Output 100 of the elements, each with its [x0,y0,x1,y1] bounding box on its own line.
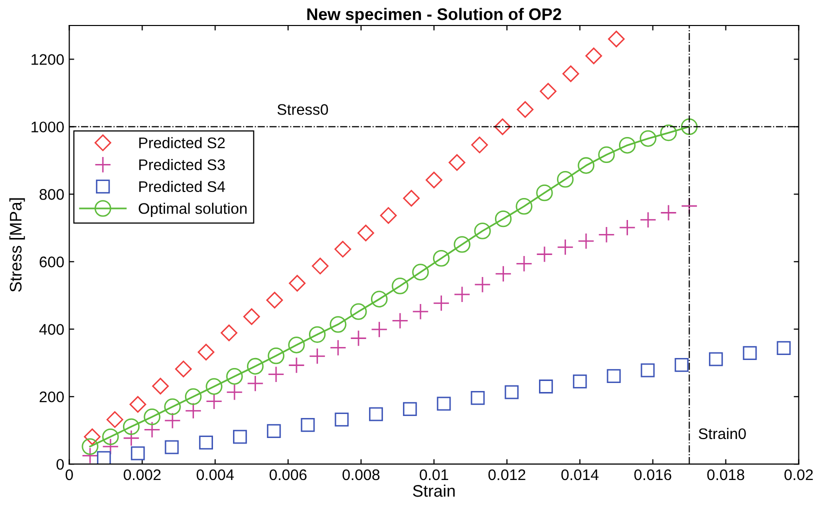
x-tick-label: 0 [66,469,73,480]
point [539,380,553,394]
point [122,418,140,435]
point [540,82,556,100]
point [164,398,181,416]
point [334,412,349,427]
point [144,421,160,438]
x-tick-label: 0.01 [420,469,448,480]
point [82,447,98,464]
point [556,238,574,256]
y-tick-label: 600 [40,256,64,268]
point [640,363,655,378]
point [392,312,408,330]
point [300,418,315,432]
point [226,384,243,401]
point [618,219,636,236]
point [674,358,689,372]
point [206,378,222,395]
legend-label: Predicted S2 [139,137,225,148]
point [350,330,367,347]
x-axis-title: Strain [412,484,455,497]
ref-line-label: Stress0 [277,104,328,115]
point [370,290,388,308]
point [144,408,160,426]
point [233,430,247,444]
ref-line-label: Strain0 [698,428,746,440]
point [640,212,656,228]
point [504,385,519,400]
point [122,430,140,446]
x-tick-label: 0.006 [270,469,307,480]
point [266,292,283,308]
point [370,321,388,338]
point [516,255,532,272]
point [184,402,202,420]
point [742,346,757,360]
point [130,446,145,460]
point [308,326,326,343]
point [412,303,429,320]
point [606,369,621,383]
point [357,224,374,242]
x-tick-label: 0.018 [707,469,744,480]
point [426,172,442,188]
y-tick-label: 0 [56,458,64,470]
x-tick-label: 0.002 [124,469,161,480]
point [474,276,491,293]
point [598,226,615,244]
point [494,210,512,228]
point [454,286,470,303]
point [578,157,594,174]
x-tick-label: 0.012 [488,469,526,480]
point [106,411,124,428]
point [164,440,179,454]
point [130,396,146,413]
point [660,124,677,142]
point [470,391,485,405]
point [392,278,408,294]
point [175,360,192,378]
point [268,366,284,383]
chart-title: New specimen - Solution of OP2 [307,8,562,24]
x-tick-label: 0.014 [561,469,599,480]
point [436,396,451,411]
point [471,136,488,154]
point [288,356,305,374]
point [494,265,512,282]
point [708,352,723,366]
point [288,274,306,292]
y-axis-title: Stress [MPa] [9,198,25,292]
point [82,438,98,455]
y-tick-label: 1000 [32,122,64,132]
point [206,393,222,410]
point [350,303,367,320]
point [403,190,420,207]
point [84,428,101,446]
point [334,240,352,258]
point [243,308,260,325]
point [288,336,305,354]
x-tick-label: 0.004 [196,469,234,480]
point [102,428,119,446]
point [494,118,511,136]
point [246,375,264,392]
point [312,258,329,274]
point [618,136,636,154]
y-tick-label: 200 [40,391,64,402]
point [432,250,450,267]
point [516,101,534,118]
point [199,436,213,450]
point [308,348,326,364]
x-tick-label: 0.016 [634,469,672,480]
point [516,198,532,215]
y-tick-label: 800 [40,189,64,200]
y-tick-label: 400 [39,324,64,335]
point [578,232,594,250]
y-tick-label: 1200 [32,54,64,65]
legend-label: Optimal solution [138,202,247,217]
point [184,388,202,405]
point [572,374,587,388]
point [246,358,264,375]
point [152,378,169,394]
point [454,236,470,253]
legend-label: Predicted S4 [139,180,226,192]
